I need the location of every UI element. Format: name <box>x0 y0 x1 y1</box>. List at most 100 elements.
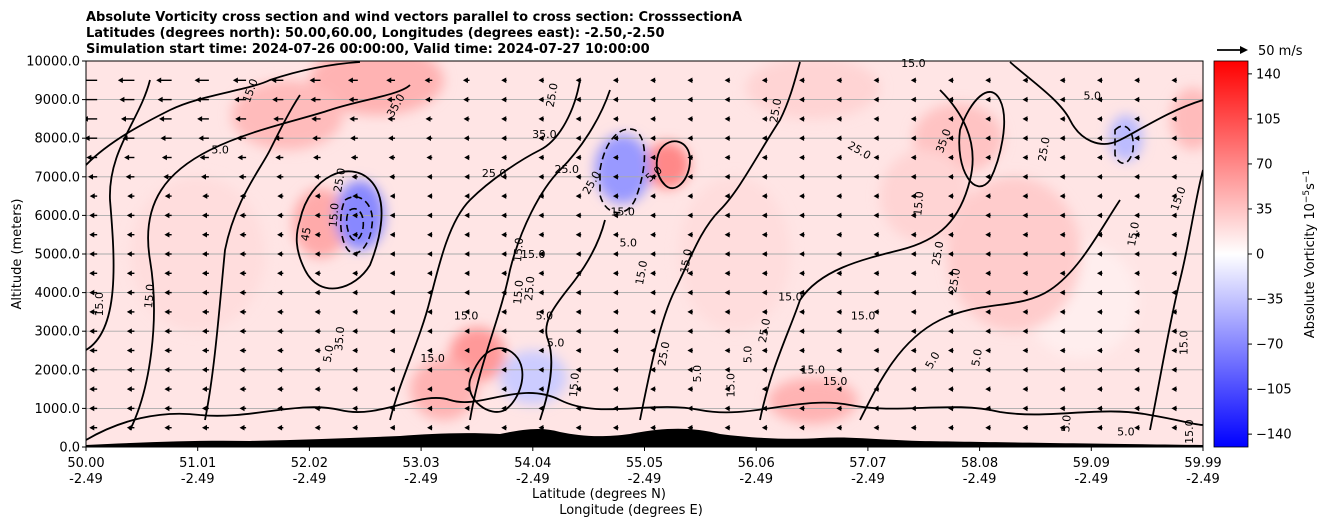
wind-vector <box>201 251 209 257</box>
wind-vector <box>352 193 358 199</box>
wind-vector <box>464 193 470 199</box>
wind-vector <box>388 135 396 141</box>
contour-label: 15.0 <box>454 310 479 323</box>
wind-vector <box>1134 174 1140 180</box>
contour-line <box>86 79 151 351</box>
wind-vector <box>1134 251 1140 257</box>
colorbar-tick-label: −35 <box>1256 293 1283 308</box>
wind-vector <box>799 386 805 392</box>
wind-vector <box>352 347 358 354</box>
wind-vector <box>650 347 656 354</box>
wind-vector <box>89 251 98 257</box>
wind-vector <box>761 251 768 257</box>
colorbar-label: Absolute Vorticity 10−5s−1 <box>1302 170 1318 338</box>
wind-vector <box>1134 212 1140 219</box>
wind-vector <box>1096 77 1103 84</box>
wind-vector <box>277 328 284 334</box>
vorticity-blob <box>594 134 651 204</box>
x-tick-label-latitude: 51.01 <box>179 456 216 471</box>
wind-vector <box>1134 231 1140 238</box>
wind-vector <box>464 309 470 315</box>
wind-vector <box>538 386 544 392</box>
y-tick-label: 0.0 <box>59 441 80 456</box>
wind-vector <box>1022 77 1029 84</box>
wind-vector <box>724 347 731 354</box>
wind-vector <box>575 289 582 296</box>
wind-vector <box>687 289 693 296</box>
wind-vector <box>425 135 433 141</box>
wind-vector <box>310 96 321 103</box>
wind-vector <box>426 174 433 180</box>
contour-label: 35.0 <box>532 128 557 141</box>
colorbar-tick-label: −70 <box>1256 338 1283 353</box>
wind-vector <box>724 270 731 277</box>
contour-line <box>389 79 581 421</box>
wind-vector <box>201 424 209 431</box>
wind-vector <box>1059 77 1066 84</box>
wind-vector <box>1134 77 1140 84</box>
wind-vector <box>164 270 172 277</box>
wind-vector <box>575 270 582 277</box>
wind-vector <box>612 174 619 180</box>
wind-vector <box>312 135 321 141</box>
quiver-key-label: 50 m/s <box>1258 44 1303 59</box>
wind-vector <box>127 193 135 199</box>
wind-vector <box>277 309 284 315</box>
wind-vector <box>239 424 247 431</box>
y-tick-label: 1000.0 <box>35 402 81 417</box>
wind-vector <box>501 309 507 315</box>
contour-line <box>86 392 1203 441</box>
contour-label: 5.0 <box>536 310 554 323</box>
wind-vector <box>836 135 842 141</box>
wind-vector <box>1022 309 1029 315</box>
wind-vector <box>836 193 842 199</box>
wind-vector <box>985 328 991 334</box>
wind-vector <box>948 347 954 354</box>
wind-vector <box>1134 309 1140 315</box>
wind-vector <box>501 328 507 334</box>
wind-vector <box>575 328 582 334</box>
wind-vector <box>1022 367 1029 373</box>
wind-vector <box>873 96 880 103</box>
contour-label: 5.0 <box>620 236 638 249</box>
wind-vector <box>687 77 693 84</box>
wind-vector <box>650 270 656 277</box>
wind-vector <box>1096 386 1103 392</box>
wind-vector <box>1134 96 1140 103</box>
wind-vector <box>1171 328 1177 334</box>
vorticity-blob <box>309 61 444 116</box>
wind-vector <box>501 77 507 84</box>
contour-label: 25.0 <box>544 82 561 108</box>
wind-vector <box>799 328 805 334</box>
wind-vector <box>1171 386 1177 392</box>
wind-vector <box>538 96 544 103</box>
wind-vector <box>126 347 135 354</box>
wind-vector <box>234 96 247 103</box>
wind-vector <box>873 289 880 296</box>
wind-vector <box>538 328 544 334</box>
wind-vector <box>612 405 619 412</box>
wind-vector <box>575 96 582 103</box>
wind-vector <box>1134 328 1140 334</box>
wind-vector <box>910 135 917 141</box>
wind-vector <box>575 386 582 392</box>
contour-label: 5.0 <box>691 365 704 383</box>
wind-vector <box>1022 212 1029 219</box>
wind-vector <box>163 174 172 180</box>
wind-vector <box>948 270 954 277</box>
contour-label: 5.0 <box>969 348 985 367</box>
wind-vector <box>1171 270 1177 277</box>
wind-vector <box>575 212 582 219</box>
wind-vector <box>463 135 470 141</box>
wind-vector <box>724 193 731 199</box>
x-tick-label-latitude: 55.05 <box>626 456 663 471</box>
contour-line <box>1114 125 1135 164</box>
wind-vector <box>126 405 135 412</box>
wind-vector <box>836 116 842 122</box>
wind-vector <box>277 212 284 219</box>
wind-vector <box>1171 193 1177 199</box>
wind-vector <box>985 289 991 296</box>
y-axis-label: Altitude (meters) <box>10 199 25 310</box>
wind-vector <box>464 174 470 180</box>
wind-vector <box>164 251 172 257</box>
